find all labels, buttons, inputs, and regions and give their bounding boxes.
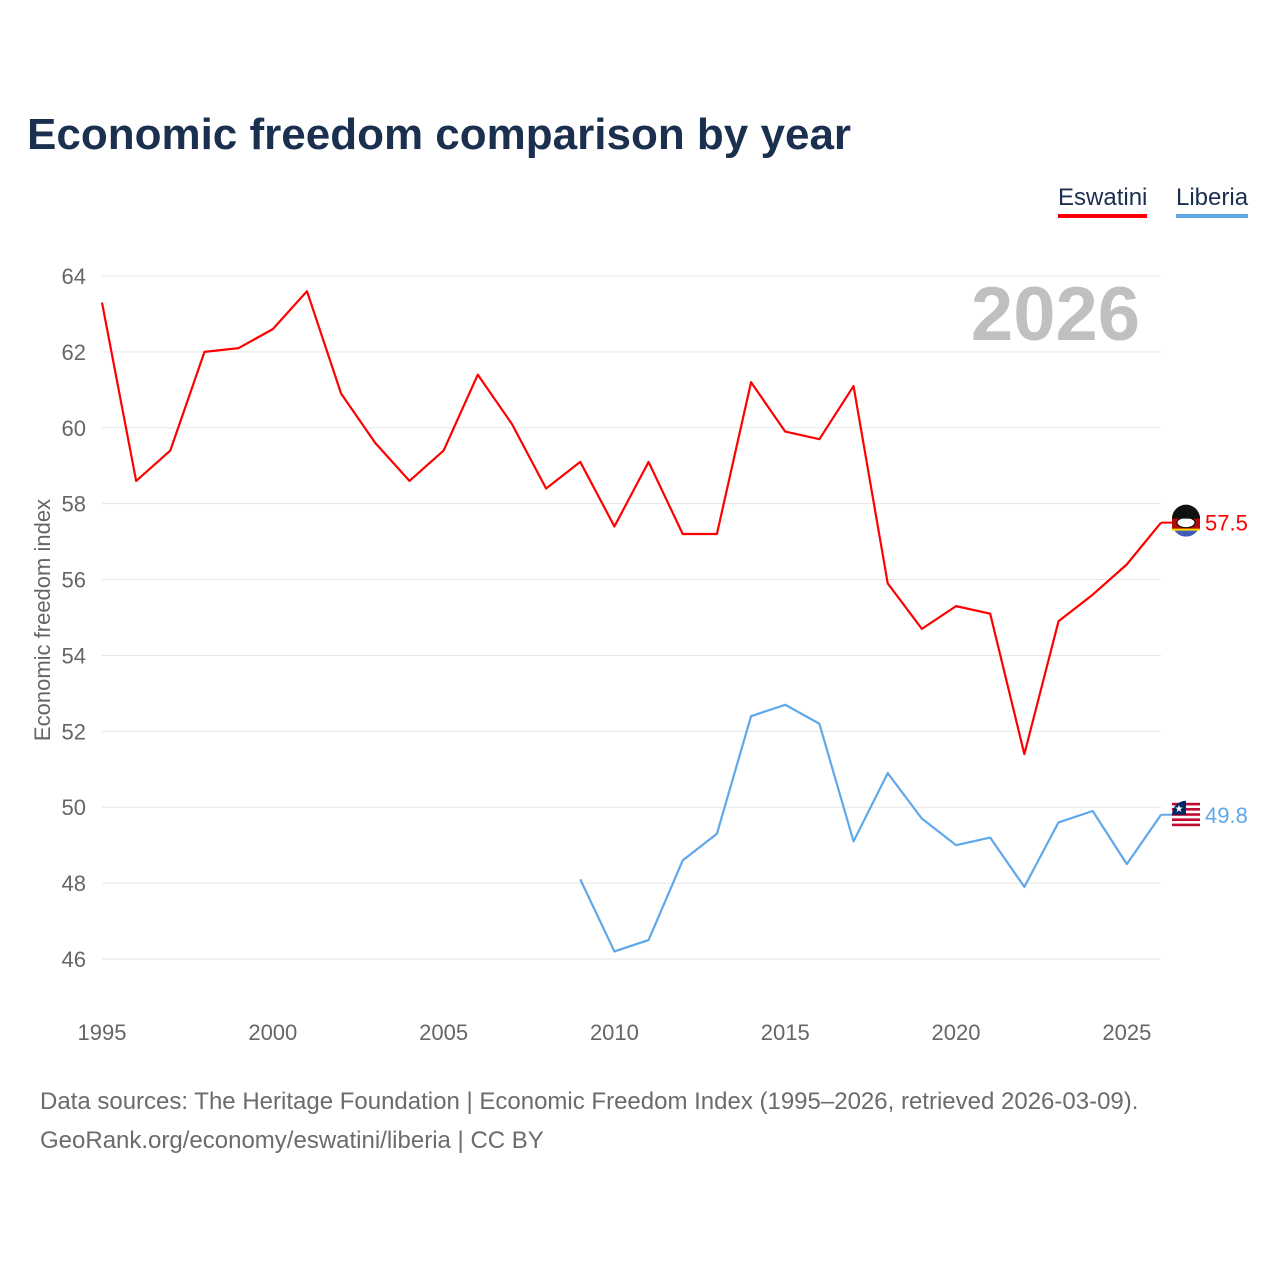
y-tick-label: 50 xyxy=(62,795,86,820)
y-tick-label: 52 xyxy=(62,719,86,744)
y-tick-label: 48 xyxy=(62,871,86,896)
flag-star: ★ xyxy=(1175,804,1184,815)
legend-liberia[interactable]: Liberia xyxy=(1176,184,1249,218)
chart-title: Economic freedom comparison by year xyxy=(27,110,852,159)
flag-top xyxy=(1172,504,1200,519)
end-value-label: 57.5 xyxy=(1205,511,1248,536)
x-tick-label: 2010 xyxy=(590,1020,639,1045)
x-tick-label: 2005 xyxy=(419,1020,468,1045)
y-tick-label: 60 xyxy=(62,416,86,441)
series-line-liberia xyxy=(579,703,1162,953)
end-value-label: 49.8 xyxy=(1205,803,1248,828)
x-tick-label: 2025 xyxy=(1102,1020,1151,1045)
y-tick-label: 46 xyxy=(62,947,86,972)
x-tick-label: 2000 xyxy=(248,1020,297,1045)
footer-sources: Data sources: The Heritage Foundation | … xyxy=(40,1088,1139,1115)
flag-canton xyxy=(1172,800,1186,815)
flag-shield xyxy=(1176,517,1196,529)
x-tick-label: 2015 xyxy=(761,1020,810,1045)
y-tick-label: 54 xyxy=(62,643,86,668)
year-watermark: 2026 xyxy=(971,272,1140,357)
x-tick-label: 1995 xyxy=(78,1020,127,1045)
y-tick-label: 64 xyxy=(62,264,86,289)
y-tick-label: 56 xyxy=(62,568,86,593)
flag-stripe xyxy=(1172,823,1200,827)
legend-eswatini[interactable]: Eswatini xyxy=(1058,184,1148,218)
footer-link[interactable]: GeoRank.org/economy/eswatini/liberia | C… xyxy=(40,1127,544,1154)
y-tick-label: 62 xyxy=(62,340,86,365)
x-tick-label: 2020 xyxy=(932,1020,981,1045)
series-line-eswatini xyxy=(100,290,1162,756)
y-axis-label: Economic freedom index xyxy=(30,499,55,741)
y-tick-label: 58 xyxy=(62,492,86,517)
flag-stripe xyxy=(1172,818,1200,822)
